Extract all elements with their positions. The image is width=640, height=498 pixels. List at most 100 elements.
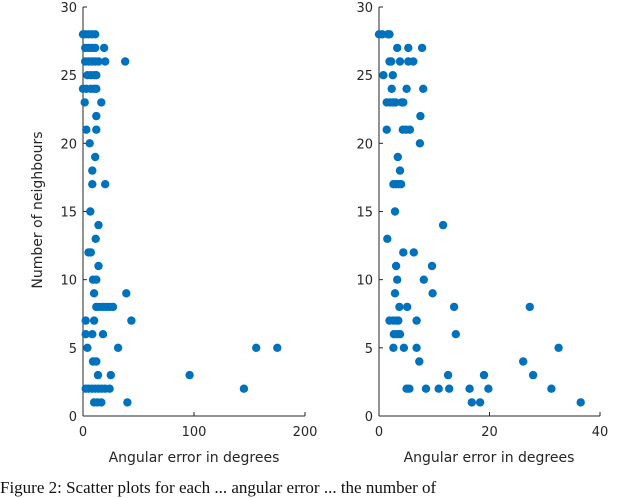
data-point [576, 398, 585, 407]
data-point [393, 152, 402, 162]
data-point [412, 343, 421, 352]
data-point [479, 370, 489, 380]
y-tick-label: 5 [365, 342, 373, 357]
data-point [525, 302, 534, 312]
x-axis-label-left: Angular error in degrees [109, 450, 280, 466]
data-point [379, 71, 388, 80]
data-points [374, 30, 585, 407]
data-point [239, 384, 249, 393]
data-point [412, 316, 421, 325]
data-point [92, 275, 101, 284]
data-point [98, 330, 108, 339]
data-point [91, 152, 100, 162]
data-point [399, 98, 408, 107]
data-point [449, 302, 459, 312]
data-point [108, 302, 118, 312]
data-point [122, 289, 131, 298]
data-point [89, 316, 99, 325]
data-point [88, 166, 97, 175]
data-point [385, 30, 394, 39]
y-tick-label: 5 [69, 342, 77, 357]
data-point [123, 398, 132, 407]
x-tick-label: 0 [79, 425, 87, 440]
data-point [91, 30, 100, 39]
data-point [94, 220, 103, 230]
data-point [273, 343, 282, 352]
data-point [409, 57, 418, 66]
x-axis-label-right: Angular error in degrees [404, 450, 575, 466]
data-point [405, 384, 414, 393]
data-point [383, 234, 392, 243]
data-point [252, 343, 261, 352]
data-point [434, 384, 443, 393]
data-point [86, 248, 96, 257]
data-point [97, 398, 106, 407]
data-point [409, 248, 418, 257]
x-tick-label: 0 [375, 425, 383, 440]
data-point [519, 357, 528, 366]
data-point [93, 370, 103, 380]
data-point [416, 111, 425, 121]
data-point [105, 384, 114, 393]
data-point [101, 57, 110, 66]
data-point [81, 316, 90, 325]
data-point [388, 71, 397, 80]
axes: 0 100 200 0 5 10 15 20 25 30 [60, 1, 317, 440]
data-point [85, 139, 94, 148]
data-point [528, 370, 538, 380]
data-points [78, 30, 282, 407]
data-point [391, 261, 401, 271]
data-point [428, 289, 437, 298]
data-point [402, 84, 411, 94]
y-tick-label: 25 [356, 69, 373, 84]
data-point [445, 384, 454, 393]
data-point [92, 357, 101, 366]
data-point [121, 57, 130, 66]
scatter-plot-left: 0 100 200 0 5 10 15 20 25 30 [60, 1, 317, 440]
data-point [82, 125, 91, 134]
data-point [80, 98, 89, 107]
data-point [185, 370, 194, 380]
data-point [89, 289, 99, 298]
x-tick-label: 40 [592, 425, 609, 440]
data-point [421, 384, 431, 393]
y-tick-label: 30 [356, 1, 373, 16]
data-point [88, 330, 97, 339]
data-point [395, 166, 405, 175]
y-tick-label: 30 [60, 1, 77, 16]
data-point [484, 384, 493, 393]
y-tick-label: 20 [60, 137, 77, 152]
data-point [99, 43, 109, 53]
data-point [393, 275, 402, 284]
data-point [91, 234, 100, 243]
data-point [81, 330, 90, 339]
x-tick-label: 200 [293, 425, 318, 440]
y-tick-label: 15 [60, 206, 77, 221]
data-point [91, 43, 100, 53]
y-tick-label: 25 [60, 69, 77, 84]
y-tick-label: 0 [365, 410, 373, 425]
data-point [427, 261, 437, 271]
data-point [88, 180, 97, 189]
data-point [393, 43, 402, 53]
y-tick-label: 20 [356, 137, 373, 152]
data-point [101, 180, 110, 189]
data-point [395, 57, 405, 66]
data-point [404, 43, 413, 53]
data-point [554, 343, 563, 352]
data-point [415, 139, 425, 148]
data-point [417, 43, 427, 53]
data-point [387, 84, 396, 94]
data-point [94, 57, 103, 66]
data-point [394, 316, 403, 325]
data-point [395, 330, 405, 339]
data-point [94, 261, 103, 271]
data-point [92, 125, 101, 134]
y-tick-label: 0 [69, 410, 77, 425]
data-point [475, 398, 485, 407]
x-tick-label: 100 [182, 425, 207, 440]
data-point [106, 370, 116, 380]
data-point [451, 330, 460, 339]
data-point [405, 125, 415, 134]
